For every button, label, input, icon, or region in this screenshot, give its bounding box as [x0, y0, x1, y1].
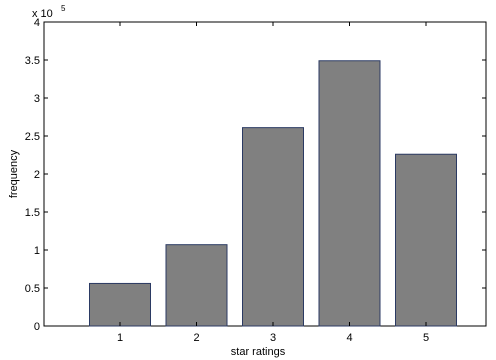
y-tick-label: 3 [34, 93, 40, 105]
bars-group [89, 60, 457, 327]
y-tick-label: 2 [34, 169, 40, 181]
y-tick-label: 3.5 [25, 55, 40, 67]
y-scale-exponent: 5 [61, 4, 66, 13]
y-axis-label: frequency [8, 149, 20, 198]
x-axis-label: star ratings [231, 346, 286, 358]
bar-rating-1 [89, 282, 151, 327]
x-tick-label: 5 [423, 332, 429, 344]
bar-rating-2 [165, 244, 228, 327]
x-tick-label: 3 [270, 332, 276, 344]
x-tick-label: 2 [193, 332, 199, 344]
bar-rating-3 [242, 127, 304, 327]
y-tick-label: 2.5 [25, 131, 40, 143]
y-scale-factor: x 10 [32, 8, 53, 20]
bar-rating-5 [395, 153, 457, 327]
y-tick-label: 0.5 [25, 283, 40, 295]
y-tick-label: 1.5 [25, 207, 40, 219]
x-tick-label: 1 [117, 332, 123, 344]
x-tick-label: 4 [346, 332, 352, 344]
y-axis-ticks: 0 0.5 1 1.5 2 2.5 3 3.5 4 [25, 17, 486, 333]
y-tick-label: 0 [34, 321, 40, 333]
y-tick-label: 4 [34, 17, 40, 29]
x-axis-ticks: 1 2 3 4 5 [117, 22, 429, 344]
y-tick-label: 1 [34, 245, 40, 257]
bar-rating-4 [318, 60, 381, 327]
